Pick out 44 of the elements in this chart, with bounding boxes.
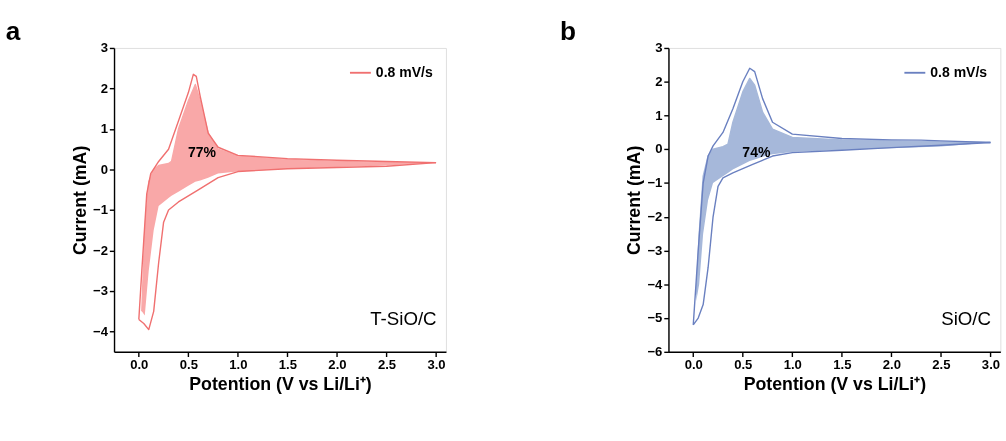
y-tick-label: 1 [100,121,108,137]
legend-label: 0.8 mV/s [930,64,988,81]
y-tick-label: 0 [655,141,663,157]
y-tick-label: −1 [647,175,663,191]
x-tick-label: 1.5 [278,357,298,373]
y-tick-label: 2 [655,73,663,89]
y-tick-label: −3 [93,283,108,299]
y-tick-label: −3 [647,242,663,258]
legend-label: 0.8 mV/s [375,64,433,81]
x-axis-title: Potention (V vs Li/Li⁺) [189,373,372,394]
annotation: 77% [187,144,217,161]
chart-title: a [5,15,21,46]
y-tick-label: −5 [647,310,663,326]
y-tick-label: 2 [100,80,108,96]
y-tick-label: 0 [100,161,108,177]
y-tick-label: 3 [100,40,108,56]
y-tick-label: 3 [655,40,663,56]
annotation: SiO/C [941,307,992,329]
x-tick-label: 1.5 [833,357,852,373]
chart-title: b [560,15,577,46]
x-tick-label: 0.0 [684,357,703,373]
y-tick-label: −2 [647,209,663,225]
y-axis-title: Current (mA) [69,145,90,256]
x-tick-label: 2.0 [328,357,347,373]
y-tick-label: −6 [647,344,663,360]
x-tick-label: 0.5 [179,357,198,373]
x-tick-label: 0.0 [130,357,149,373]
y-tick-label: −4 [93,323,109,339]
x-tick-label: 1.0 [783,357,802,373]
y-tick-label: −1 [93,202,108,218]
y-tick-label: −4 [647,276,664,292]
x-tick-label: 1.0 [229,357,248,373]
x-tick-label: 3.0 [981,357,1001,373]
annotation: 74% [742,144,771,161]
x-tick-label: 3.0 [427,357,446,373]
y-tick-label: −2 [93,242,108,258]
y-tick-label: 1 [655,107,663,123]
x-tick-label: 0.5 [734,357,753,373]
x-tick-label: 2.0 [882,357,901,373]
y-axis-title: Current (mA) [624,145,644,256]
annotation: T-SiO/C [370,307,437,329]
x-tick-label: 2.5 [377,357,397,373]
x-axis-title: Potention (V vs Li/Li⁺) [743,373,927,394]
x-tick-label: 2.5 [932,357,951,373]
